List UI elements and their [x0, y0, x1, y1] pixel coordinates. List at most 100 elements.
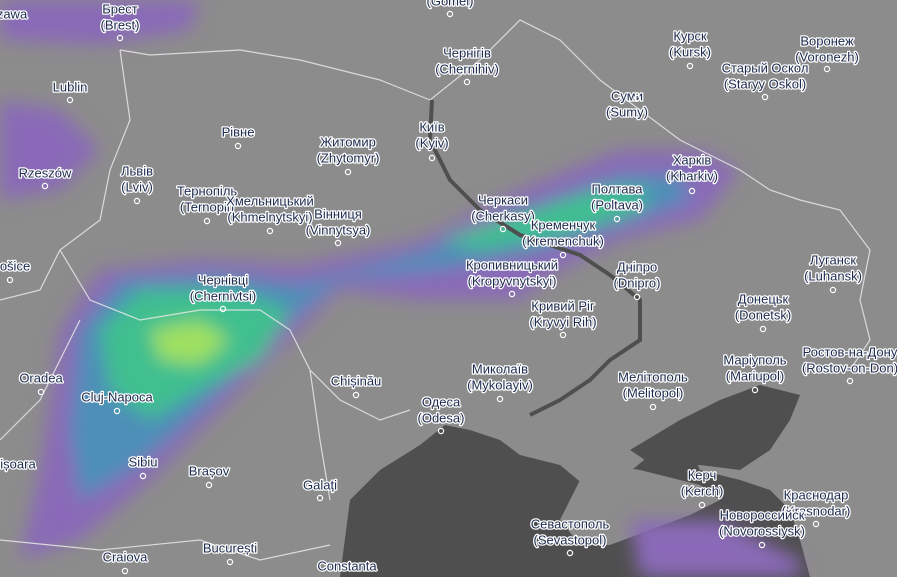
city-name-latin: (Novorossiysk)	[719, 523, 805, 538]
city-name: Миколаїв	[472, 361, 528, 376]
city-name-latin: (Kremenchuk)	[522, 233, 604, 248]
city-dot	[41, 182, 49, 190]
city-name: Кропивницький	[466, 257, 558, 272]
city-dot	[6, 276, 14, 284]
city-name: Кременчук	[531, 217, 596, 232]
city-dot	[203, 217, 211, 225]
city-dot	[566, 549, 574, 557]
city-name: Мелітополь	[618, 369, 688, 384]
city-name-latin: (Lviv)	[121, 179, 153, 194]
city-name-latin: (Voronezh)	[795, 49, 859, 64]
city-name: Воронеж	[800, 33, 854, 48]
city-name: zawa	[0, 6, 28, 21]
city-dot	[446, 10, 454, 18]
city-dot	[113, 407, 121, 415]
city-dot	[649, 403, 657, 411]
city-name: Курск	[673, 28, 707, 43]
city-dot	[496, 395, 504, 403]
city-dot	[812, 520, 820, 528]
city-dot	[334, 239, 342, 247]
city-dot	[116, 34, 124, 42]
city-name-latin: (Mariupol)	[726, 368, 785, 383]
city-name: Львів	[121, 163, 153, 178]
city-name-latin: (Cherkasy)	[471, 208, 535, 223]
city-name: Чернігів	[443, 45, 491, 60]
city-name: Полтава	[592, 181, 644, 196]
city-name-latin: (Kerch)	[681, 483, 724, 498]
city-name-latin: (Gomel)	[427, 0, 474, 8]
city-name-latin: (Sumy)	[606, 104, 648, 119]
city-dot	[761, 93, 769, 101]
city-name: Старый Оскол	[722, 60, 809, 75]
city-dot	[559, 251, 567, 259]
city-name-latin: (Krasnodar)	[782, 503, 851, 518]
city-name: Кривий Ріг	[531, 298, 595, 313]
city-name: Craiova	[103, 549, 149, 564]
city-name-latin: (Kharkiv)	[666, 168, 718, 183]
city-name-latin: (Kryvyi Rih)	[529, 314, 596, 329]
city-dot	[37, 388, 45, 396]
city-dot	[698, 501, 706, 509]
city-name: Маріуполь	[723, 352, 786, 367]
city-name: Cluj-Napoca	[81, 389, 153, 404]
city-dot	[226, 558, 234, 566]
city-dot	[139, 472, 147, 480]
city-name: ișoara	[0, 456, 36, 471]
city-name: Constanta	[317, 558, 377, 573]
city-name: Одеса	[422, 394, 461, 409]
city-name: Донецьк	[738, 291, 789, 306]
city-dot	[829, 286, 837, 294]
city-name: Севастополь	[531, 516, 610, 531]
city-name-latin: (Chernihiv)	[435, 61, 499, 76]
city-name-latin: (Kropyvnytskyi)	[468, 273, 557, 288]
city-name-latin: (Luhansk)	[804, 268, 862, 283]
crimea	[560, 465, 720, 545]
city-dot	[352, 391, 360, 399]
city-dot	[344, 168, 352, 176]
city-name: Chișinău	[331, 373, 382, 388]
city-name: ošice	[0, 258, 30, 273]
city-dot	[463, 78, 471, 86]
dnipro-river	[427, 99, 642, 417]
city-name-latin: (Kyiv)	[415, 135, 448, 150]
city-dot	[121, 567, 129, 575]
city-name: Rzeszów	[19, 165, 72, 180]
city-dot	[66, 96, 74, 104]
city-dot	[633, 293, 641, 301]
city-dot	[759, 325, 767, 333]
city-name-latin: (Donetsk)	[735, 307, 791, 322]
precipitation	[0, 0, 800, 577]
city-name-latin: (Staryy Oskol)	[724, 76, 806, 91]
city-name: Дніпро	[617, 259, 657, 274]
city-name: Новороссийск	[720, 507, 805, 522]
city-name-latin: (Poltava)	[591, 197, 643, 212]
city-dot	[846, 377, 854, 385]
azov-sea	[630, 385, 800, 470]
city-name: București	[203, 540, 257, 555]
city-name: Краснодар	[784, 487, 849, 502]
city-name-latin: (Kursk)	[669, 44, 711, 59]
city-dot	[428, 154, 436, 162]
city-name: Хмельницький	[226, 193, 314, 208]
city-dot	[508, 290, 516, 298]
city-name-latin: (Melitopol)	[623, 385, 684, 400]
city-name: Тернопіль	[177, 183, 238, 198]
city-name-latin: (Khmelnytskyi)	[227, 209, 312, 224]
city-name: Sibiu	[129, 454, 158, 469]
city-name: Galați	[303, 477, 337, 492]
city-dot	[751, 386, 759, 394]
borders	[0, 19, 871, 561]
city-name-latin: (Mykolayiv)	[467, 377, 533, 392]
city-name: Черкаси	[478, 192, 528, 207]
city-name: Brașov	[189, 463, 230, 478]
city-name: Керч	[688, 467, 717, 482]
city-name: Вінниця	[314, 206, 362, 221]
city-dot	[559, 331, 567, 339]
city-dot	[613, 215, 621, 223]
city-name-latin: (Rostov-on-Don)	[802, 360, 897, 375]
city-dot	[499, 225, 507, 233]
city-dot	[316, 494, 324, 502]
city-name: Брест	[102, 1, 137, 16]
